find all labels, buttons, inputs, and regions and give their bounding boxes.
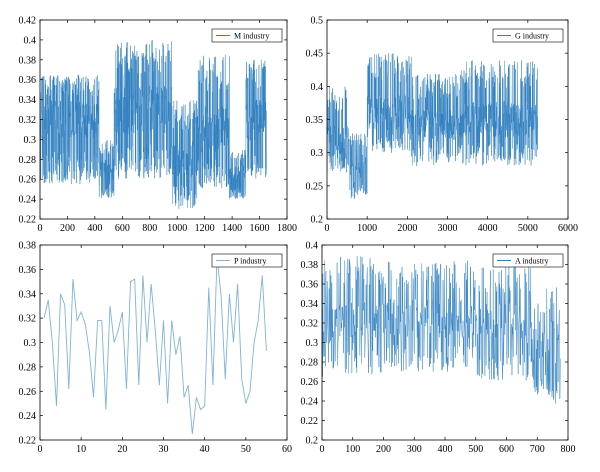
m-industry-y-tick-label: 0.3 <box>24 135 37 146</box>
p-industry-y-tick-label: 0.32 <box>19 314 37 325</box>
a-industry-legend-label: A industry <box>515 257 549 266</box>
a-industry-y-tick-label: 0.2 <box>306 436 319 447</box>
p-industry-legend-box <box>211 253 283 268</box>
a-industry-legend: A industry <box>492 253 564 268</box>
p-industry-x-tick-label: 20 <box>117 444 127 455</box>
a-industry-series-line <box>321 256 561 404</box>
p-industry-y-tick-label: 0.36 <box>19 265 37 276</box>
m-industry-y-tick-label: 0.4 <box>24 35 37 46</box>
g-industry-x-tick-label: 2000 <box>397 223 417 234</box>
p-industry-y-tick-label: 0.34 <box>19 289 37 300</box>
m-industry-x-tick-label: 1800 <box>277 223 297 234</box>
m-industry-y-tick-label: 0.38 <box>19 55 37 66</box>
p-industry-panel: 0 10 20 30 40 50 60 0.22 0.24 0.26 0.28 0.3 0.32 0.34… <box>19 241 293 456</box>
a-industry-x-tick-label: 100 <box>345 444 360 455</box>
g-industry-y-tick-label: 0.2 <box>311 215 324 226</box>
g-industry-x-tick-label: 1000 <box>357 223 377 234</box>
m-industry-y-tick-label: 0.22 <box>19 215 37 226</box>
m-industry-y-tick-label: 0.24 <box>19 195 37 206</box>
g-industry-panel: 0 1000 2000 3000 4000 5000 6000 0.2 0.25 0.3 0.35 0… <box>306 16 579 235</box>
m-industry-x-tick-label: 1600 <box>250 223 270 234</box>
g-industry-y-tick-label: 0.5 <box>311 16 324 27</box>
p-industry-y-tick-label: 0.28 <box>19 362 37 373</box>
a-industry-x-tick-label: 700 <box>530 444 545 455</box>
g-industry-y-tick-label: 0.45 <box>306 49 324 60</box>
p-industry-x-tick-label: 40 <box>200 444 210 455</box>
a-industry-y-tick-label: 0.34 <box>301 299 319 310</box>
p-industry-y-tick-label: 0.24 <box>19 411 37 422</box>
p-industry-y-tick-label: 0.22 <box>19 436 37 447</box>
p-industry-y-tick-label: 0.3 <box>24 338 37 349</box>
m-industry-x-tick-label: 1200 <box>195 223 215 234</box>
a-industry-legend-box <box>492 253 564 268</box>
a-industry-x-tick-label: 600 <box>499 444 514 455</box>
a-industry-x-tick-label: 300 <box>407 444 422 455</box>
g-industry-y-tick-label: 0.3 <box>311 148 324 159</box>
a-industry-x-tick-label: 0 <box>320 444 325 455</box>
a-industry-y-tick-label: 0.32 <box>301 319 319 330</box>
p-industry-x-tick-label: 60 <box>282 444 292 455</box>
m-industry-x-tick-label: 600 <box>115 223 130 234</box>
p-industry-x-tick-label: 10 <box>76 444 86 455</box>
m-industry-x-tick-label: 200 <box>60 223 75 234</box>
g-industry-y-tick-label: 0.35 <box>306 115 324 126</box>
m-industry-y-tick-label: 0.42 <box>19 16 37 27</box>
m-industry-y-tick-label: 0.36 <box>19 75 37 86</box>
m-industry-y-tick-label: 0.34 <box>19 95 37 106</box>
p-industry-x-tick-label: 50 <box>241 444 251 455</box>
m-industry-x-tick-label: 1400 <box>222 223 242 234</box>
m-industry-x-tick-label: 1000 <box>167 223 187 234</box>
g-industry-x-tick-label: 4000 <box>478 223 498 234</box>
g-industry-legend-label: G industry <box>515 32 549 41</box>
a-industry-y-tick-label: 0.24 <box>301 397 319 408</box>
g-industry-series-line <box>326 53 539 200</box>
m-industry-y-tick-label: 0.28 <box>19 155 37 166</box>
g-industry-x-tick-label: 5000 <box>518 223 538 234</box>
p-industry-series-line <box>43 257 267 434</box>
g-industry-y-tick-label: 0.25 <box>306 181 324 192</box>
g-industry-legend-box <box>492 28 564 43</box>
m-industry-legend-box <box>211 28 283 43</box>
m-industry-x-tick-label: 800 <box>142 223 157 234</box>
m-industry-legend-label: M industry <box>234 32 269 41</box>
a-industry-panel: 0 100 200 300 400 500 600 700 800 0.2 0.22 0.24 0.26… <box>301 241 576 456</box>
g-industry-x-tick-label: 6000 <box>558 223 578 234</box>
a-industry-y-tick-label: 0.26 <box>301 377 319 388</box>
p-industry-legend: P industry <box>211 253 283 268</box>
a-industry-x-tick-label: 500 <box>468 444 483 455</box>
a-industry-y-tick-label: 0.4 <box>306 241 319 252</box>
m-industry-x-tick-label: 0 <box>38 223 43 234</box>
a-industry-y-tick-label: 0.28 <box>301 358 319 369</box>
p-industry-x-tick-label: 30 <box>159 444 169 455</box>
m-industry-y-tick-label: 0.26 <box>19 175 37 186</box>
g-industry-legend: G industry <box>492 28 564 43</box>
a-industry-y-tick-label: 0.36 <box>301 280 319 291</box>
m-industry-series-line <box>39 40 267 209</box>
a-industry-x-tick-label: 200 <box>376 444 391 455</box>
p-industry-axes-frame <box>39 244 288 441</box>
p-industry-x-tick-label: 0 <box>38 444 43 455</box>
p-industry-y-tick-label: 0.26 <box>19 387 37 398</box>
p-industry-legend-label: P industry <box>234 257 266 266</box>
a-industry-y-tick-label: 0.22 <box>301 416 319 427</box>
a-industry-y-tick-label: 0.38 <box>301 260 319 271</box>
m-industry-panel: 0 200 400 600 800 1000 1200 1400 1600 1800 0.22 0.2… <box>19 16 298 235</box>
a-industry-x-tick-label: 400 <box>438 444 453 455</box>
a-industry-y-tick-label: 0.3 <box>306 338 319 349</box>
p-industry-y-tick-label: 0.38 <box>19 241 37 252</box>
m-industry-y-tick-label: 0.32 <box>19 115 37 126</box>
g-industry-y-tick-label: 0.4 <box>311 82 324 93</box>
g-industry-x-tick-label: 0 <box>325 223 330 234</box>
a-industry-x-tick-label: 800 <box>561 444 576 455</box>
m-industry-x-tick-label: 400 <box>87 223 102 234</box>
g-industry-x-tick-label: 3000 <box>438 223 458 234</box>
m-industry-legend: M industry <box>211 28 283 43</box>
